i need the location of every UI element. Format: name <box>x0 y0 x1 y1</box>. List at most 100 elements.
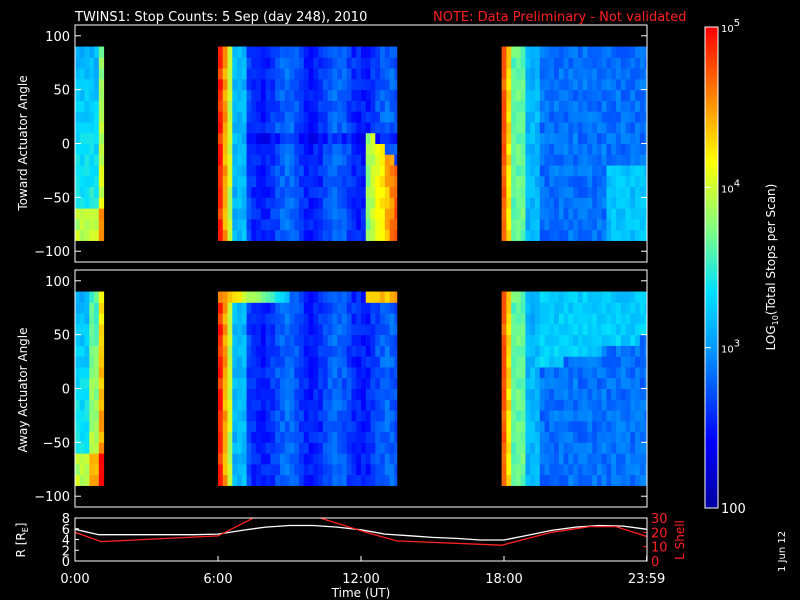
heatmap-cell <box>616 399 622 411</box>
heatmap-cell <box>611 420 617 433</box>
heatmap-cell <box>232 186 238 198</box>
heatmap-cell <box>554 132 560 144</box>
heatmap-cell <box>75 474 81 486</box>
heatmap-cell <box>303 154 310 166</box>
heatmap-cell <box>284 313 290 325</box>
heatmap-cell <box>256 100 262 112</box>
heatmap-cell <box>554 463 560 476</box>
heatmap-cell <box>625 410 631 422</box>
heatmap-cell <box>577 121 584 134</box>
heatmap-cell <box>356 313 362 325</box>
heatmap-cell <box>227 453 233 465</box>
heatmap-cell <box>246 399 252 411</box>
heatmap-cell <box>587 377 593 389</box>
heatmap-cell <box>549 68 555 80</box>
heatmap-cell <box>341 218 348 231</box>
heatmap-cell <box>558 388 565 400</box>
heatmap-cell <box>620 420 627 433</box>
heatmap-cell <box>554 356 560 368</box>
heatmap-cell <box>318 345 324 357</box>
heatmap-cell <box>375 154 381 166</box>
heatmap-cell <box>606 132 612 144</box>
heatmap-cell <box>318 175 324 188</box>
heatmap-cell <box>332 165 338 177</box>
heatmap-cell <box>394 388 398 400</box>
heatmap-cell <box>534 356 541 368</box>
heatmap-cell <box>630 442 636 454</box>
heatmap-cell <box>389 474 395 486</box>
heatmap-cell <box>577 302 584 314</box>
heatmap-cell <box>289 302 295 314</box>
heatmap-cell <box>592 420 598 433</box>
heatmap-cell <box>592 111 598 123</box>
heatmap-cell <box>630 68 636 80</box>
heatmap-cell <box>327 89 333 101</box>
heatmap-cell <box>592 57 598 69</box>
heatmap-cell <box>616 356 622 368</box>
heatmap-cell <box>256 229 262 241</box>
heatmap-cell <box>501 186 507 198</box>
heatmap-cell <box>232 291 238 303</box>
heatmap-cell <box>337 154 343 166</box>
heatmap-cell <box>337 132 343 144</box>
heatmap-cell <box>563 463 569 476</box>
heatmap-cell <box>332 78 338 91</box>
heatmap-cell <box>625 323 631 336</box>
heatmap-cell <box>544 111 550 123</box>
heatmap-cell <box>534 197 541 209</box>
heatmap-cell <box>520 453 526 465</box>
heatmap-cell <box>365 431 372 443</box>
heatmap-cell <box>75 463 81 476</box>
heatmap-cell <box>327 377 333 389</box>
heatmap-cell <box>563 68 569 80</box>
heatmap-cell <box>275 334 281 346</box>
heatmap-cell <box>544 68 550 80</box>
heatmap-cell <box>270 291 276 303</box>
heatmap-cell <box>256 68 262 80</box>
heatmap-cell <box>232 453 238 465</box>
heatmap-cell <box>389 453 395 465</box>
heatmap-cell <box>606 442 612 454</box>
toward-y-label: Toward Actuator Angle <box>16 75 30 211</box>
heatmap-cell <box>577 345 584 357</box>
heatmap-cell <box>601 111 607 123</box>
heatmap-cell <box>370 442 376 454</box>
heatmap-cell <box>365 377 372 389</box>
heatmap-cell <box>625 420 631 433</box>
heatmap-cell <box>558 208 565 220</box>
heatmap-cell <box>232 121 238 134</box>
heatmap-cell <box>625 175 631 188</box>
heatmap-cell <box>506 388 512 400</box>
heatmap-cell <box>279 165 286 177</box>
heatmap-cell <box>332 410 338 422</box>
heatmap-cell <box>554 229 560 241</box>
heatmap-cell <box>611 175 617 188</box>
heatmap-cell <box>265 313 271 325</box>
heatmap-cell <box>337 121 343 134</box>
heatmap-cell <box>75 46 81 58</box>
heatmap-cell <box>284 442 290 454</box>
heatmap-cell <box>525 377 531 389</box>
heatmap-cell <box>260 100 267 112</box>
heatmap-cell <box>616 89 622 101</box>
heatmap-cell <box>501 345 507 357</box>
heatmap-cell <box>554 46 560 58</box>
heatmap-cell <box>380 208 386 220</box>
heatmap-cell <box>351 420 357 433</box>
heatmap-cell <box>506 463 512 476</box>
heatmap-cell <box>351 399 357 411</box>
heatmap-cell <box>394 208 398 220</box>
heatmap-cell <box>303 208 310 220</box>
heatmap-cell <box>394 46 398 58</box>
heatmap-cell <box>506 132 512 144</box>
heatmap-cell <box>289 111 295 123</box>
heatmap-cell <box>389 399 395 411</box>
heatmap-cell <box>380 175 386 188</box>
heatmap-cell <box>644 143 648 155</box>
heatmap-cell <box>620 143 627 155</box>
heatmap-cell <box>625 121 631 134</box>
heatmap-cell <box>265 356 271 368</box>
heatmap-cell <box>394 431 398 443</box>
heatmap-cell <box>251 410 257 422</box>
heatmap-cell <box>284 229 290 241</box>
